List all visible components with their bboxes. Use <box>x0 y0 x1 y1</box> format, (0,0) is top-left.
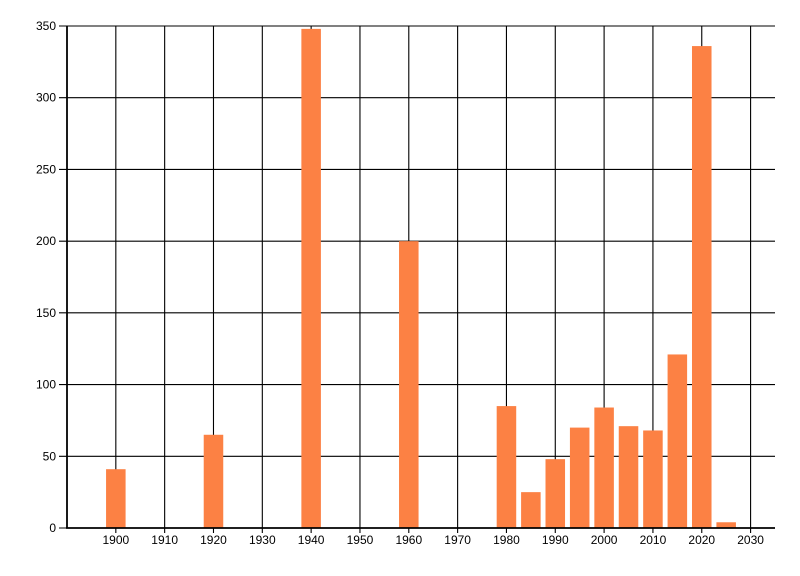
x-tick-label-1960: 1960 <box>395 533 422 547</box>
y-tick-label-50: 50 <box>43 449 57 463</box>
x-tick-label-1910: 1910 <box>151 533 178 547</box>
y-tick-label-300: 300 <box>36 91 56 105</box>
bar-1900 <box>106 469 126 528</box>
x-tick-label-1990: 1990 <box>542 533 569 547</box>
y-tick-label-0: 0 <box>49 521 56 535</box>
bar-2000 <box>594 407 614 528</box>
bar-2015 <box>667 354 688 528</box>
bar-1990 <box>545 459 566 528</box>
y-tick-label-200: 200 <box>36 234 56 248</box>
y-tick-label-150: 150 <box>36 306 56 320</box>
x-tick-label-1930: 1930 <box>249 533 276 547</box>
x-tick-label-1940: 1940 <box>298 533 325 547</box>
y-tick-label-100: 100 <box>36 378 56 392</box>
y-tick-label-250: 250 <box>36 162 56 176</box>
bar-1920 <box>203 434 224 528</box>
bar-2020 <box>691 46 712 528</box>
x-tick-label-2030: 2030 <box>737 533 764 547</box>
bar-1940 <box>301 28 321 529</box>
x-tick-label-1950: 1950 <box>347 533 374 547</box>
x-tick-label-2020: 2020 <box>688 533 715 547</box>
x-tick-label-2000: 2000 <box>591 533 618 547</box>
x-tick-label-1980: 1980 <box>493 533 520 547</box>
bar-1980 <box>496 406 517 528</box>
y-tick-label-350: 350 <box>36 19 56 33</box>
bar-2025 <box>716 522 736 528</box>
x-tick-label-1920: 1920 <box>200 533 227 547</box>
bar-2005 <box>618 426 639 528</box>
bar-1995 <box>569 427 590 528</box>
x-tick-label-1900: 1900 <box>102 533 129 547</box>
bar-2010 <box>643 430 663 528</box>
bar-1985 <box>521 492 541 528</box>
x-tick-label-2010: 2010 <box>640 533 667 547</box>
bar-1960 <box>399 241 419 528</box>
x-tick-label-1970: 1970 <box>444 533 471 547</box>
